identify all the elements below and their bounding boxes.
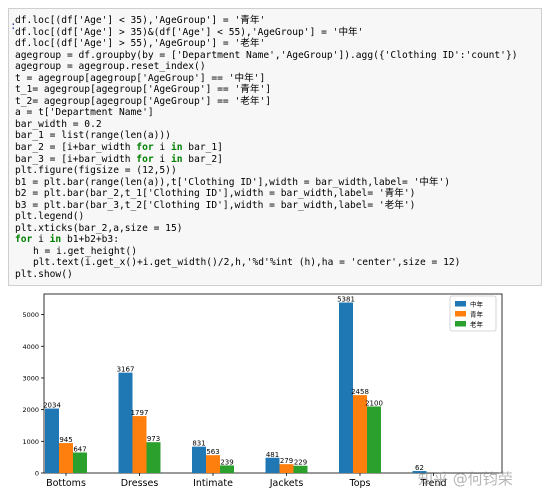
bar-jackets-series-1 bbox=[265, 457, 280, 473]
code-line[interactable]: plt.show() bbox=[15, 269, 73, 281]
code-line[interactable]: df.loc[(df['Age'] > 55),'AgeGroup'] = '老… bbox=[15, 38, 266, 50]
bar-tops-series-3 bbox=[367, 406, 381, 473]
code-line[interactable]: bar_3 = [i+bar_width for i in bar_2] bbox=[15, 153, 223, 165]
y-tick-label: 3000 bbox=[22, 374, 39, 382]
code-line[interactable]: plt.figure(figsize = (12,5)) bbox=[15, 165, 177, 177]
bar-value-label: 563 bbox=[206, 448, 219, 456]
code-line[interactable]: b1 = plt.bar(range(len(a)),t['Clothing I… bbox=[15, 176, 451, 188]
x-tick-label-intimate: Intimate bbox=[193, 478, 233, 489]
code-line[interactable]: a = t['Department Name'] bbox=[15, 107, 154, 119]
legend-label: 中年 bbox=[470, 300, 484, 309]
y-tick-label: 0 bbox=[35, 470, 39, 478]
bar-dresses-series-1 bbox=[118, 372, 133, 473]
bar-jackets-series-3 bbox=[293, 465, 308, 473]
x-tick-label-jackets: Jackets bbox=[269, 478, 304, 489]
bar-value-label: 239 bbox=[220, 458, 233, 466]
code-line[interactable]: bar_1 = list(range(len(a))) bbox=[15, 130, 171, 142]
code-line[interactable]: agegroup = df.groupby(by = ['Department … bbox=[15, 49, 518, 61]
code-line[interactable]: t_1= agegroup[agegroup['AgeGroup'] == '青… bbox=[15, 84, 272, 96]
bar-value-label: 831 bbox=[192, 440, 205, 448]
code-line[interactable]: t_2= agegroup[agegroup['AgeGroup'] == '老… bbox=[15, 95, 272, 107]
bar-value-label: 2034 bbox=[43, 402, 61, 410]
code-line[interactable]: plt.text(i.get_x()+i.get_width()/2,h,'%d… bbox=[33, 257, 461, 269]
bar-value-label: 3167 bbox=[117, 366, 135, 374]
bar-chart: 0 1000 2000 3000 4000 5000 2034 3167 831 481 5381 6… bbox=[22, 293, 503, 489]
code-line[interactable]: h = i.get_height() bbox=[33, 245, 137, 257]
code-line[interactable]: plt.legend() bbox=[15, 211, 85, 223]
bar-value-label: 62 bbox=[415, 464, 424, 472]
watermark: 知乎 @何钧荣 bbox=[418, 470, 513, 488]
legend-swatch bbox=[455, 321, 466, 327]
y-tick-label: 1000 bbox=[22, 438, 39, 446]
y-tick-label: 2000 bbox=[22, 406, 39, 414]
legend-label: 老年 bbox=[470, 320, 484, 329]
code-line[interactable]: b3 = plt.bar(bar_3,t_2['Clothing ID'],wi… bbox=[15, 199, 416, 211]
plot-frame bbox=[43, 293, 503, 474]
x-tick-label-trend: Trend bbox=[420, 478, 447, 489]
code-line[interactable]: df.loc[(df['Age'] < 35),'AgeGroup'] = '青… bbox=[15, 15, 266, 26]
bar-value-label: 5381 bbox=[337, 296, 355, 304]
bar-dresses-series-2 bbox=[132, 416, 147, 473]
bar-value-label: 1797 bbox=[131, 409, 149, 417]
bar-bottoms-series-1 bbox=[45, 408, 59, 473]
cell-prompt: : bbox=[10, 19, 17, 32]
bar-value-label: 2100 bbox=[365, 399, 383, 407]
code-line[interactable]: b2 = plt.bar(bar_2,t_1['Clothing ID'],wi… bbox=[15, 188, 416, 200]
bar-intimate-series-1 bbox=[192, 446, 206, 473]
code-cell[interactable]: : df.loc[(df['Age'] < 35),'AgeGroup'] = … bbox=[8, 8, 542, 286]
legend-swatch bbox=[455, 301, 466, 307]
x-tick-label-tops: Tops bbox=[349, 478, 371, 489]
y-tick-label: 4000 bbox=[22, 343, 39, 351]
code-line[interactable]: bar_2 = [i+bar_width for i in bar_1] bbox=[15, 142, 223, 154]
bar-value-label: 2458 bbox=[351, 388, 369, 396]
bar-bottoms-series-2 bbox=[59, 443, 73, 473]
bar-tops-series-1 bbox=[339, 302, 353, 473]
legend-swatch bbox=[455, 311, 466, 317]
output-plot: 0 1000 2000 3000 4000 5000 2034 3167 831 481 5381 6… bbox=[8, 290, 542, 500]
code-line[interactable]: plt.xticks(bar_2,a,size = 15) bbox=[15, 222, 183, 234]
bar-trend-series-1 bbox=[412, 471, 427, 473]
bar-value-label: 647 bbox=[73, 446, 86, 454]
x-tick-label-dresses: Dresses bbox=[121, 478, 159, 489]
bar-intimate-series-2 bbox=[206, 455, 220, 473]
bar-value-label: 973 bbox=[147, 435, 160, 443]
code-line[interactable]: bar_width = 0.2 bbox=[15, 118, 102, 130]
bar-value-label: 945 bbox=[59, 436, 72, 444]
code-line[interactable]: agegroup = agegroup.reset_index() bbox=[15, 61, 206, 73]
bar-intimate-series-3 bbox=[220, 465, 234, 473]
bar-dresses-series-3 bbox=[146, 442, 161, 473]
legend-label: 青年 bbox=[470, 310, 484, 319]
x-tick-label-bottoms: Bottoms bbox=[46, 478, 86, 489]
bar-tops-series-2 bbox=[353, 395, 367, 473]
bar-value-label: 229 bbox=[294, 459, 307, 467]
bar-value-label: 279 bbox=[280, 457, 293, 465]
code-editor[interactable]: df.loc[(df['Age'] < 35),'AgeGroup'] = '青… bbox=[15, 15, 537, 281]
bar-value-label: 481 bbox=[266, 451, 279, 459]
bar-jackets-series-2 bbox=[279, 464, 294, 473]
code-line[interactable]: for i in b1+b2+b3: bbox=[15, 234, 119, 246]
code-line[interactable]: t = agegroup[agegroup['AgeGroup'] == '中年… bbox=[15, 72, 266, 84]
bar-bottoms-series-3 bbox=[73, 452, 87, 473]
y-tick-label: 5000 bbox=[22, 311, 39, 319]
code-line[interactable]: df.loc[(df['Age'] > 35)&(df['Age'] < 55)… bbox=[15, 26, 364, 38]
